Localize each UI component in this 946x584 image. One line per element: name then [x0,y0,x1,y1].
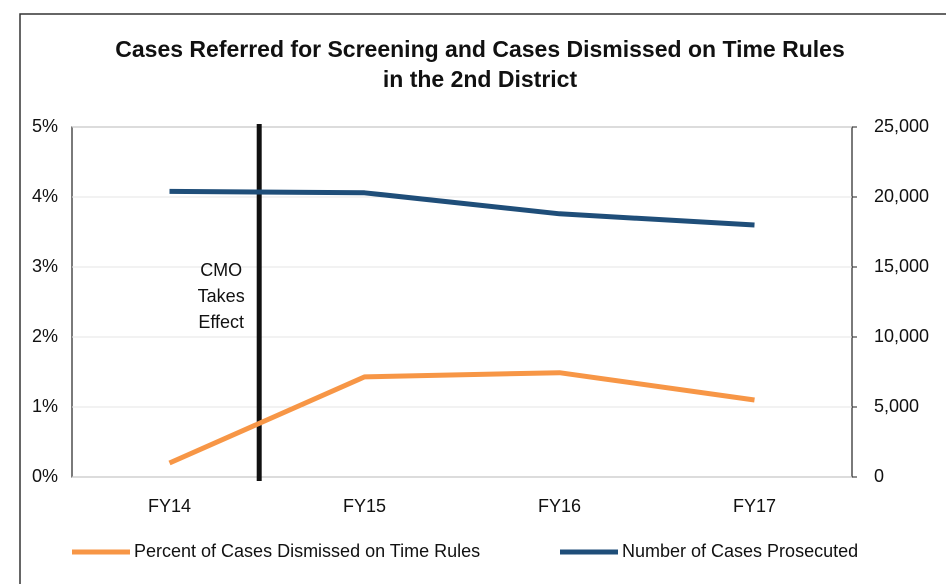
x-tick-label: FY15 [343,496,386,516]
annotation: CMO [200,260,242,280]
y2-tick-label: 0 [874,466,884,486]
series-line [168,370,755,466]
annotation: Takes [198,286,245,306]
y2-tick-label: 15,000 [874,256,929,276]
annotation: Effect [198,312,244,332]
series-line [169,188,755,228]
legend-label: Percent of Cases Dismissed on Time Rules [134,541,480,561]
y-tick-label: 2% [32,326,58,346]
chart-border [19,13,946,584]
x-tick-label: FY16 [538,496,581,516]
y2-tick-label: 20,000 [874,186,929,206]
chart-title: Cases Referred for Screening and Cases D… [115,36,845,92]
y-tick-label: 0% [32,466,58,486]
y-tick-label: 3% [32,256,58,276]
y2-tick-label: 25,000 [874,116,929,136]
y-tick-label: 1% [32,396,58,416]
legend-label: Number of Cases Prosecuted [622,541,858,561]
x-tick-label: FY14 [148,496,191,516]
y-tick-label: 4% [32,186,58,206]
y-tick-label: 5% [32,116,58,136]
y2-tick-label: 5,000 [874,396,919,416]
y2-tick-label: 10,000 [874,326,929,346]
x-tick-label: FY17 [733,496,776,516]
plot-area [71,126,853,478]
